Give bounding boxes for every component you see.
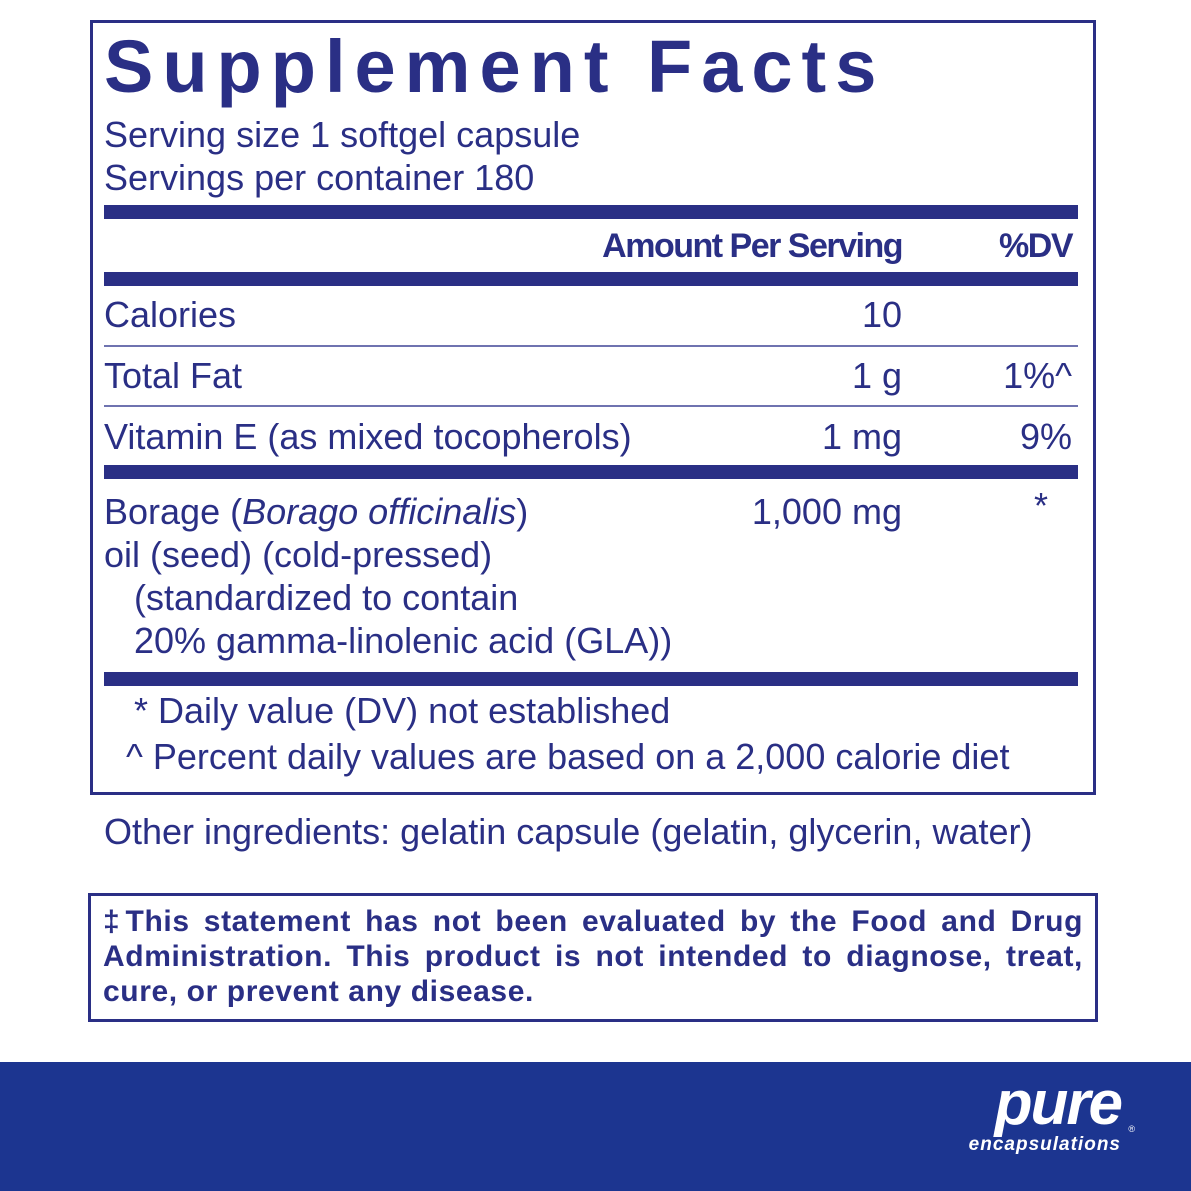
panel-title: Supplement Facts	[104, 25, 886, 108]
row-name-vitamin-e: Vitamin E (as mixed tocopherols)	[104, 416, 632, 457]
other-ingredients: Other ingredients: gelatin capsule (gela…	[104, 811, 1033, 852]
dv-header: %DV	[999, 227, 1073, 265]
divider-thick	[104, 465, 1078, 479]
row-amount-borage: 1,000 mg	[751, 491, 902, 532]
divider-thick	[104, 205, 1078, 219]
divider-thin	[104, 345, 1078, 347]
row-dv-borage: *	[1034, 485, 1049, 526]
row-dv-total-fat: 1%^	[1003, 355, 1072, 396]
brand-logo: pure	[994, 1069, 1123, 1138]
footnote-calorie: ^ Percent daily values are based on a 2,…	[126, 736, 1010, 777]
row-name-borage: Borage (Borago officinalis)	[104, 492, 528, 532]
row-dv-vitamin-e: 9%	[1019, 416, 1072, 457]
divider-thick	[104, 272, 1078, 286]
fda-disclaimer-box: ‡This statement has not been evaluated b…	[88, 893, 1098, 1022]
divider-thin	[104, 405, 1078, 407]
borage-line-2: oil (seed) (cold-pressed)	[104, 534, 493, 575]
row-name-total-fat: Total Fat	[104, 355, 243, 396]
row-name-calories: Calories	[104, 294, 237, 335]
borage-latin-name: Borago officinalis	[242, 491, 517, 532]
brand-banner	[0, 1062, 1191, 1191]
amount-per-serving-header: Amount Per Serving	[602, 227, 903, 265]
fda-disclaimer: ‡This statement has not been evaluated b…	[103, 905, 1083, 1008]
supplement-facts-panel	[90, 20, 1096, 795]
borage-line-3: (standardized to contain	[134, 577, 519, 618]
borage-line-4: 20% gamma-linolenic acid (GLA))	[134, 620, 673, 661]
borage-name-suffix: )	[516, 491, 529, 532]
row-amount-calories: 10	[861, 294, 902, 335]
servings-per-container: Servings per container 180	[104, 157, 535, 198]
registered-mark: ®	[1128, 1124, 1135, 1134]
borage-name: Borage (	[104, 491, 243, 532]
row-amount-vitamin-e: 1 mg	[821, 416, 902, 457]
footnote-dv: * Daily value (DV) not established	[134, 690, 671, 731]
row-amount-total-fat: 1 g	[851, 355, 902, 396]
serving-size: Serving size 1 softgel capsule	[104, 114, 581, 155]
brand-logo-sub: encapsulations	[968, 1134, 1121, 1155]
divider-thick	[104, 672, 1078, 686]
